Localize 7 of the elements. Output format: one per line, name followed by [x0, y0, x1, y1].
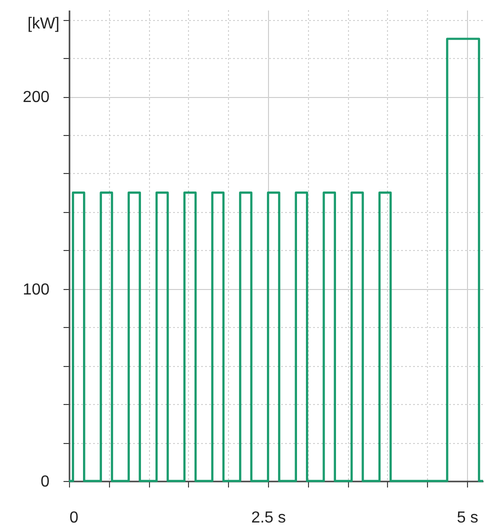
y-tick-label: 200 [22, 89, 50, 106]
x-tick-label: 0 [70, 510, 78, 526]
y-tick-label: 100 [22, 281, 50, 298]
x-tick-label: 5 s [456, 510, 478, 526]
y-axis-title: [kW] [28, 16, 60, 32]
x-tick-label: 2.5 s [251, 510, 286, 526]
y-tick-label: 0 [40, 474, 50, 490]
